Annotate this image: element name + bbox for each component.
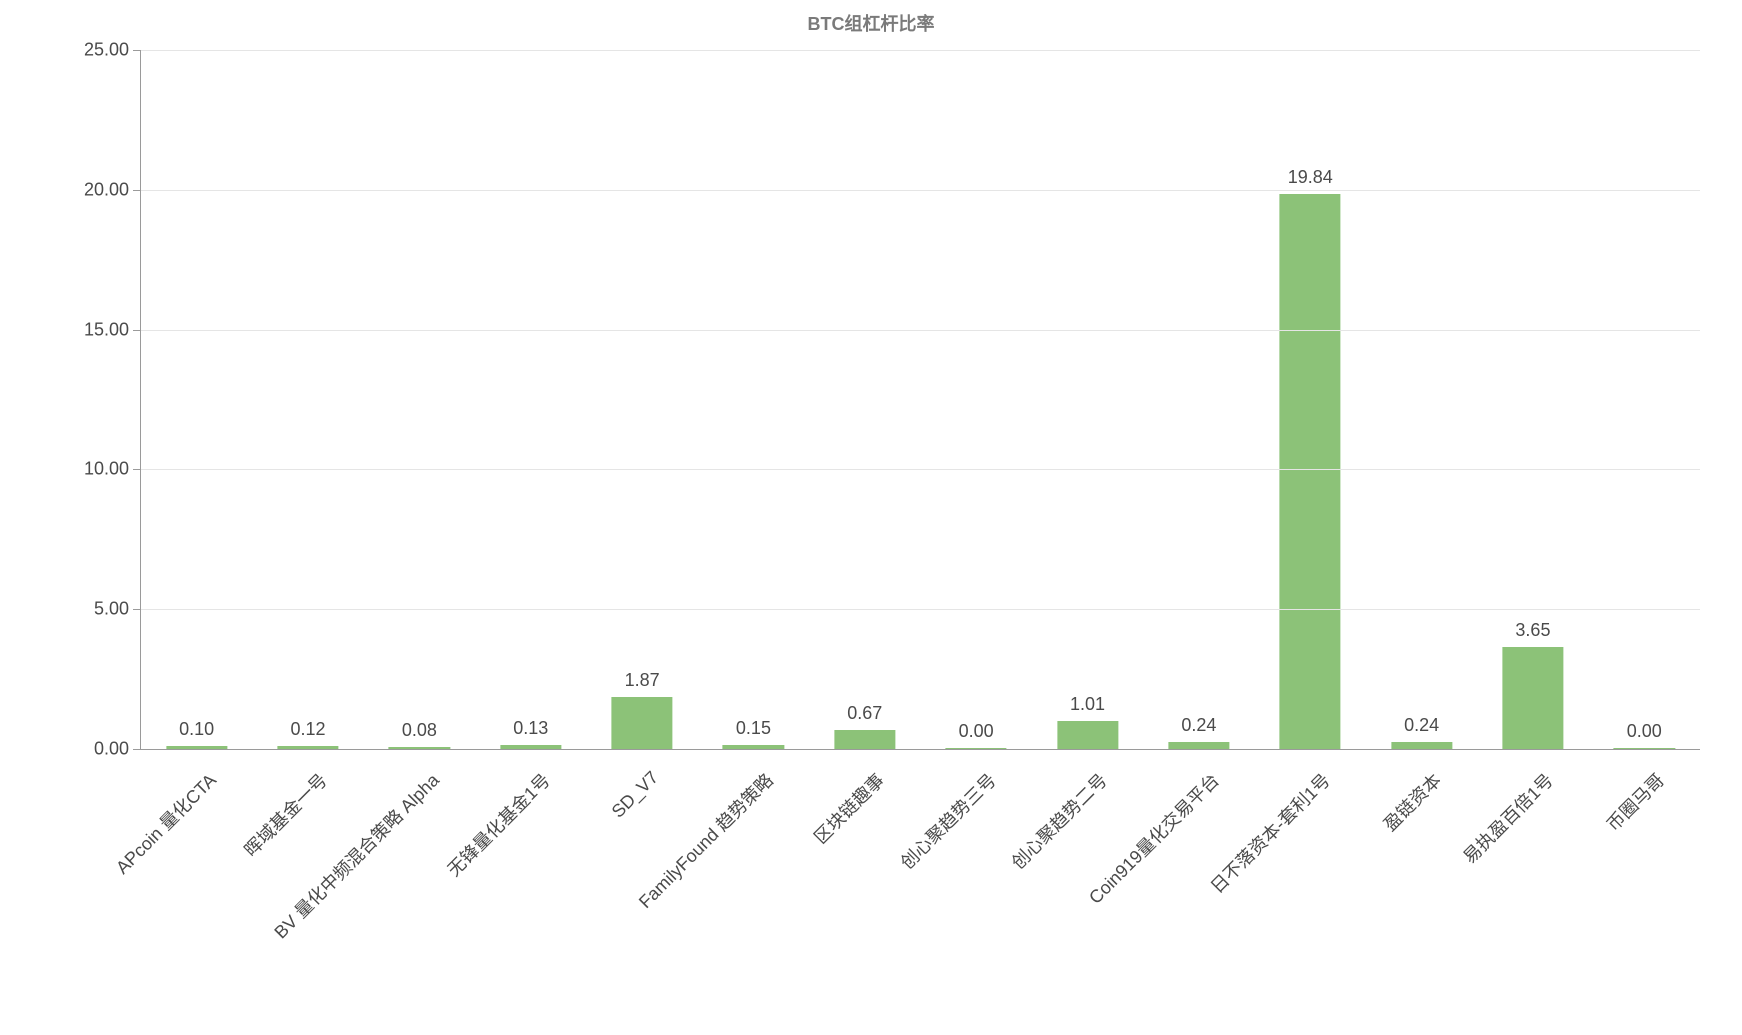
x-tick-label: 币圈马哥 — [1600, 767, 1669, 836]
bar: 0.10 — [166, 746, 227, 749]
bar: 0.67 — [834, 730, 895, 749]
value-label: 0.67 — [847, 703, 882, 724]
value-label: 0.13 — [513, 718, 548, 739]
x-tick-label: 盈链资本 — [1378, 767, 1447, 836]
value-label: 0.24 — [1404, 715, 1439, 736]
bar-slot: 0.15 — [698, 50, 809, 749]
x-tick-label: 易执盈百倍1号 — [1456, 767, 1558, 869]
bar-slot: 0.24 — [1143, 50, 1254, 749]
value-label: 0.00 — [959, 721, 994, 742]
x-tick-label: 日不落资本-套利1号 — [1204, 767, 1336, 899]
bar-slot: 0.00 — [1589, 50, 1700, 749]
gridline — [141, 190, 1700, 191]
x-tick-label: 区块链趣事 — [808, 767, 890, 849]
value-label: 0.00 — [1627, 721, 1662, 742]
bar-slot: 19.84 — [1255, 50, 1366, 749]
bar: 0.24 — [1391, 742, 1452, 749]
value-label: 0.08 — [402, 720, 437, 741]
bar: 0.15 — [723, 745, 784, 749]
gridline — [141, 330, 1700, 331]
y-tick-label: 5.00 — [94, 599, 141, 620]
value-label: 19.84 — [1288, 167, 1333, 188]
bar-slot: 1.87 — [586, 50, 697, 749]
bar: 0.13 — [500, 745, 561, 749]
bar-slot: 0.67 — [809, 50, 920, 749]
y-tick-label: 0.00 — [94, 739, 141, 760]
value-label: 0.12 — [290, 719, 325, 740]
chart-container: BTC组杠杆比率 0.10 0.12 0.08 0.13 1.87 0.15 0.67 0.0… — [0, 0, 1742, 1035]
value-label: 0.15 — [736, 718, 771, 739]
bar-slot: 0.08 — [364, 50, 475, 749]
value-label: 0.24 — [1181, 715, 1216, 736]
bar: 1.87 — [611, 697, 672, 749]
bar-slot: 0.12 — [252, 50, 363, 749]
bar: 0.00 — [1614, 748, 1675, 749]
value-label: 1.87 — [625, 670, 660, 691]
bar: 1.01 — [1057, 721, 1118, 749]
chart-title: BTC组杠杆比率 — [0, 10, 1742, 36]
x-tick-label: 无锋量化基金1号 — [441, 767, 556, 882]
bar-slot: 0.10 — [141, 50, 252, 749]
y-tick-label: 15.00 — [84, 319, 141, 340]
x-tick-label: 创心聚趋势三号 — [894, 767, 1001, 874]
gridline — [141, 609, 1700, 610]
bar: 19.84 — [1280, 194, 1341, 749]
bar-slot: 1.01 — [1032, 50, 1143, 749]
bar-slot: 0.24 — [1366, 50, 1477, 749]
gridline — [141, 50, 1700, 51]
x-tick-label: 创心聚趋势二号 — [1005, 767, 1112, 874]
bar-slot: 0.00 — [921, 50, 1032, 749]
x-tick-label: 晖域基金一号 — [238, 767, 333, 862]
gridline — [141, 469, 1700, 470]
y-tick-label: 25.00 — [84, 40, 141, 61]
bar: 0.08 — [389, 747, 450, 749]
plot-area: 0.10 0.12 0.08 0.13 1.87 0.15 0.67 0.00 1.01 0.24… — [140, 50, 1700, 750]
x-tick-label: SD_V7 — [608, 767, 663, 822]
y-tick-label: 20.00 — [84, 179, 141, 200]
x-tick-label: APcoin 量化CTA — [109, 767, 221, 879]
bar: 0.12 — [277, 746, 338, 749]
bars-layer: 0.10 0.12 0.08 0.13 1.87 0.15 0.67 0.00 1.01 0.24… — [141, 50, 1700, 749]
value-label: 0.10 — [179, 719, 214, 740]
value-label: 1.01 — [1070, 694, 1105, 715]
bar-slot: 0.13 — [475, 50, 586, 749]
bar: 0.24 — [1168, 742, 1229, 749]
value-label: 3.65 — [1515, 620, 1550, 641]
y-tick-label: 10.00 — [84, 459, 141, 480]
bar: 3.65 — [1502, 647, 1563, 749]
bar-slot: 3.65 — [1477, 50, 1588, 749]
bar: 0.00 — [946, 748, 1007, 749]
